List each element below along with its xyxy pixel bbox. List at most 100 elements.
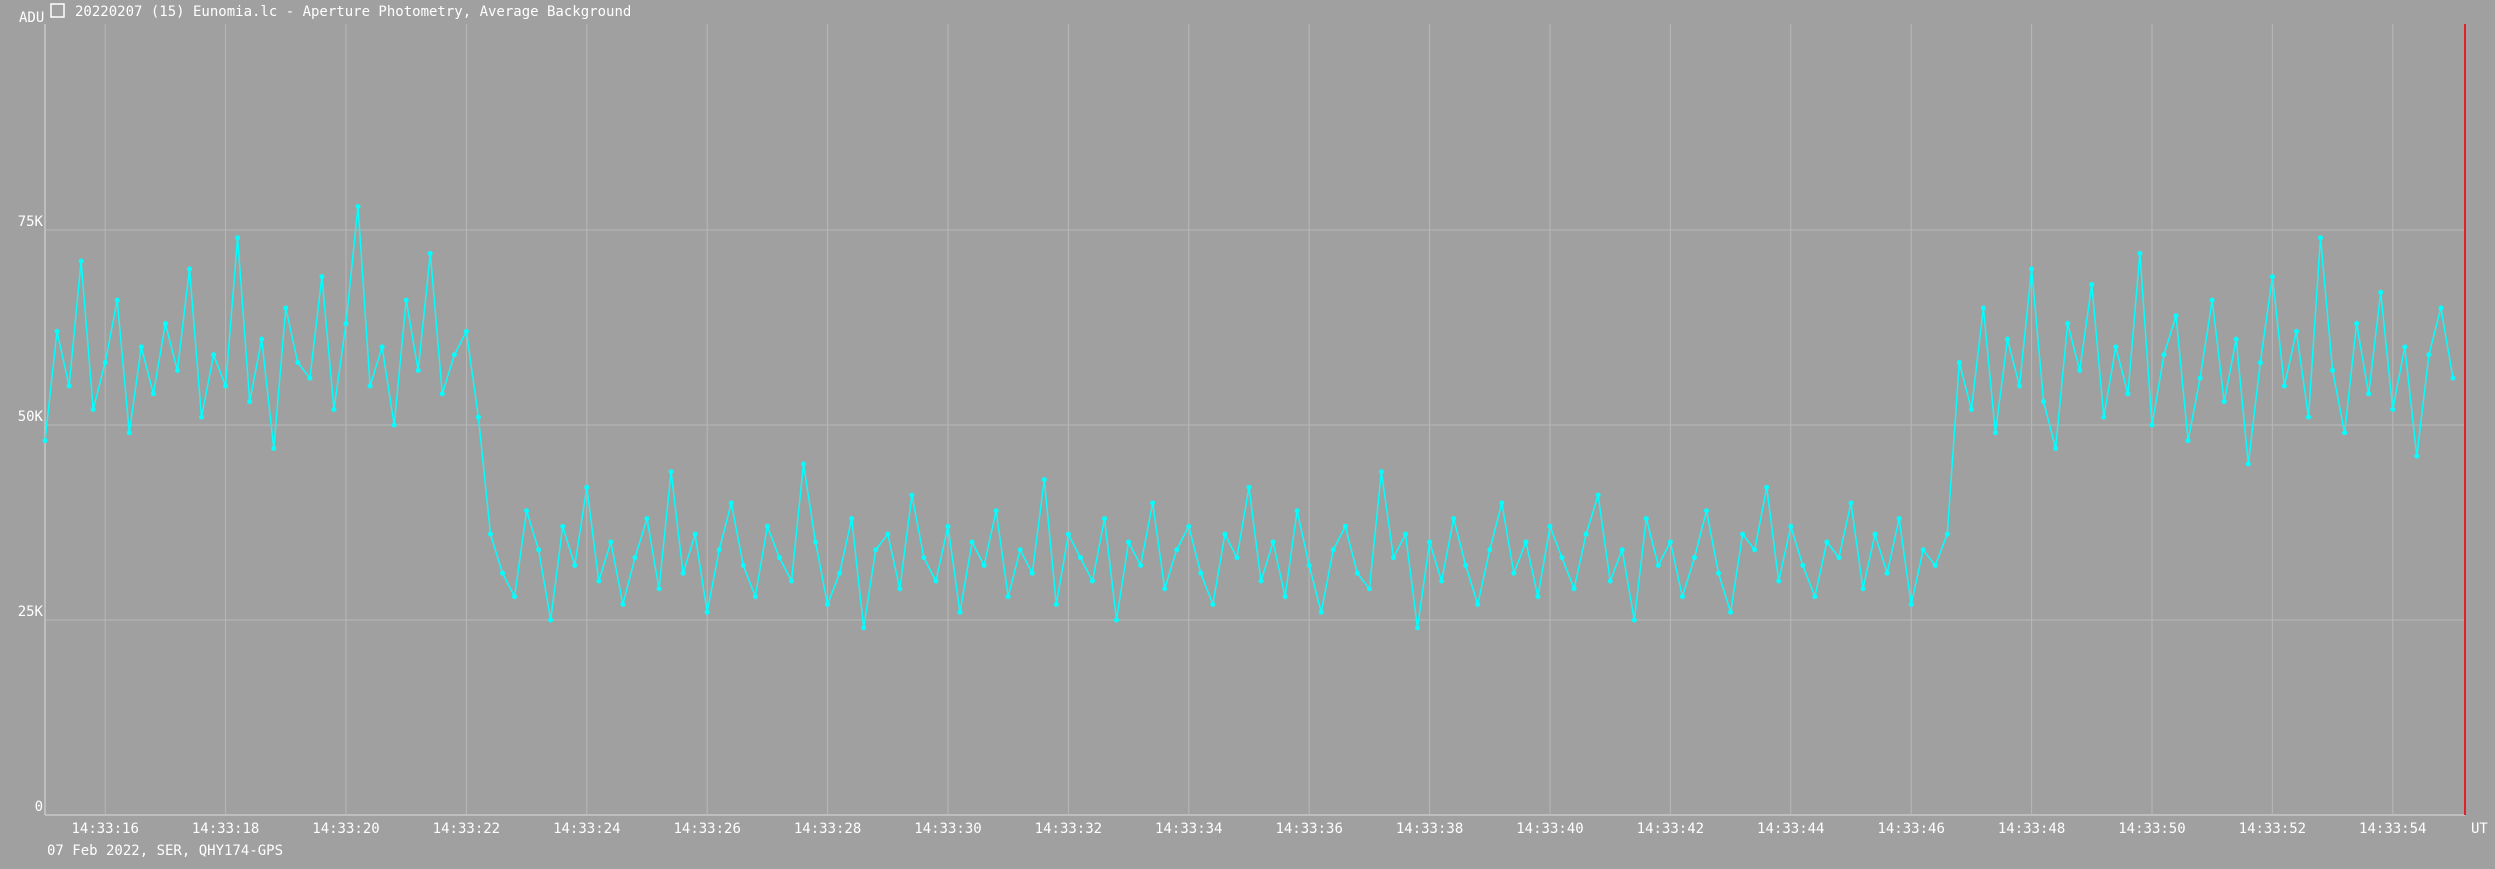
data-point: [427, 250, 433, 256]
data-point: [2390, 406, 2396, 412]
data-point: [367, 383, 373, 389]
data-point: [2402, 344, 2408, 350]
x-axis-label: UT: [2471, 821, 2488, 837]
data-point: [90, 406, 96, 412]
data-point: [1439, 578, 1445, 584]
data-point: [2161, 352, 2167, 358]
data-point: [1679, 594, 1685, 600]
data-point: [2029, 266, 2035, 272]
data-point: [331, 406, 337, 412]
x-tick-label: 14:33:52: [2239, 821, 2306, 837]
data-point: [1186, 523, 1192, 529]
y-axis-label: ADU: [19, 10, 44, 26]
footer-info: 07 Feb 2022, SER, QHY174-GPS: [47, 843, 283, 859]
data-point: [1523, 539, 1529, 545]
data-point: [1198, 570, 1204, 576]
data-point: [2318, 235, 2324, 241]
data-point: [2004, 336, 2010, 342]
data-point: [1415, 625, 1421, 631]
x-tick-label: 14:33:54: [2359, 821, 2426, 837]
data-point: [1968, 406, 1974, 412]
data-point: [415, 367, 421, 373]
data-point: [2450, 375, 2456, 381]
data-point: [2293, 328, 2299, 334]
data-point: [1475, 601, 1481, 607]
data-point: [993, 508, 999, 514]
data-point: [1246, 484, 1252, 490]
x-tick-label: 14:33:16: [71, 821, 138, 837]
data-point: [66, 383, 72, 389]
data-point: [1053, 601, 1059, 607]
data-point: [692, 531, 698, 537]
data-point: [813, 539, 819, 545]
data-point: [1643, 516, 1649, 522]
data-point: [355, 204, 361, 210]
data-point: [2125, 391, 2131, 397]
data-point: [981, 562, 987, 568]
data-point: [801, 461, 807, 467]
data-point: [909, 492, 915, 498]
x-tick-label: 14:33:38: [1396, 821, 1463, 837]
data-point: [1174, 547, 1180, 553]
data-point: [1836, 555, 1842, 561]
data-point: [536, 547, 542, 553]
data-point: [716, 547, 722, 553]
data-point: [451, 352, 457, 358]
data-point: [1607, 578, 1613, 584]
data-point: [1932, 562, 1938, 568]
data-point: [1655, 562, 1661, 568]
data-point: [1077, 555, 1083, 561]
data-point: [1150, 500, 1156, 506]
data-point: [1258, 578, 1264, 584]
data-point: [1559, 555, 1565, 561]
data-point: [2053, 445, 2059, 451]
data-point: [656, 586, 662, 592]
data-point: [1017, 547, 1023, 553]
data-point: [439, 391, 445, 397]
x-tick-label: 14:33:50: [2118, 821, 2185, 837]
data-point: [2366, 391, 2372, 397]
data-point: [2330, 367, 2336, 373]
data-point: [2342, 430, 2348, 436]
data-point: [2245, 461, 2251, 467]
data-point: [403, 297, 409, 303]
data-point: [1318, 609, 1324, 615]
data-point: [2197, 375, 2203, 381]
x-tick-label: 14:33:46: [1877, 821, 1944, 837]
data-point: [2426, 352, 2432, 358]
data-point: [186, 266, 192, 272]
data-point: [788, 578, 794, 584]
data-point: [2185, 438, 2191, 444]
data-point: [945, 523, 951, 529]
x-tick-label: 14:33:34: [1155, 821, 1222, 837]
data-point: [247, 399, 253, 405]
data-point: [1366, 586, 1372, 592]
data-point: [620, 601, 626, 607]
data-point: [2041, 399, 2047, 405]
data-point: [728, 500, 734, 506]
data-point: [487, 531, 493, 537]
data-point: [1402, 531, 1408, 537]
y-tick-label: 25K: [18, 604, 44, 620]
data-point: [1451, 516, 1457, 522]
data-point: [2077, 367, 2083, 373]
data-point: [512, 594, 518, 600]
data-point: [1872, 531, 1878, 537]
data-point: [873, 547, 879, 553]
data-point: [608, 539, 614, 545]
x-tick-label: 14:33:36: [1275, 821, 1342, 837]
data-point: [2149, 422, 2155, 428]
data-point: [1234, 555, 1240, 561]
data-point: [2269, 274, 2275, 280]
data-point: [1005, 594, 1011, 600]
x-tick-label: 14:33:26: [673, 821, 740, 837]
data-point: [78, 258, 84, 264]
data-point: [1980, 305, 1986, 311]
data-point: [1908, 601, 1914, 607]
data-point: [463, 328, 469, 334]
data-point: [162, 321, 168, 327]
data-point: [1535, 594, 1541, 600]
data-point: [2354, 321, 2360, 327]
data-point: [174, 367, 180, 373]
